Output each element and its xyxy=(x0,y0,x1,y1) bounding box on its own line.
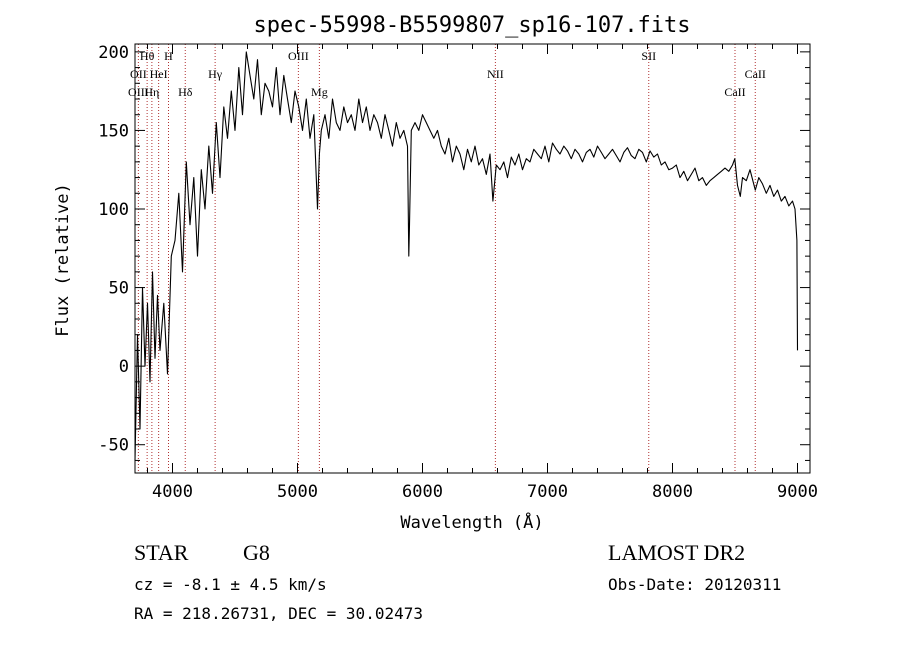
coordinates: RA = 218.26731, DEC = 30.02473 xyxy=(134,604,423,623)
object-class: STAR xyxy=(134,540,189,565)
y-axis-label: Flux (relative) xyxy=(53,183,73,337)
marker-label-1: H xyxy=(164,49,173,63)
observation-date: Obs-Date: 20120311 xyxy=(608,575,782,594)
marker-label-12: CaII xyxy=(724,85,745,99)
marker-label-5: OII xyxy=(130,67,147,81)
y-tick-label-0: -50 xyxy=(98,436,129,456)
marker-label-3: NII xyxy=(487,67,504,81)
x-tick-label-2: 6000 xyxy=(402,482,443,502)
y-tick-label-5: 200 xyxy=(98,43,129,63)
axes: 4000 5000 6000 7000 8000 9000 -50 0 50 100 150 200 xyxy=(98,43,818,502)
marker-label-4: SII xyxy=(641,49,656,63)
marker-label-7: CaII xyxy=(745,67,766,81)
marker-label-2: OIII xyxy=(288,49,309,63)
x-tick-label-4: 8000 xyxy=(652,482,693,502)
x-tick-label-0: 4000 xyxy=(152,482,193,502)
y-tick-label-2: 50 xyxy=(109,279,129,299)
marker-label-0: Hθ xyxy=(140,49,155,63)
x-tick-label-3: 7000 xyxy=(527,482,568,502)
spectrum-line xyxy=(134,51,799,461)
x-tick-label-5: 9000 xyxy=(777,482,818,502)
survey-name: LAMOST DR2 xyxy=(608,540,746,565)
marker-label-8: OIII xyxy=(128,85,149,99)
marker-label-9: Hη xyxy=(144,85,159,99)
x-axis-label: Wavelength (Å) xyxy=(400,511,543,533)
y-tick-label-3: 100 xyxy=(98,200,129,220)
x-tick-label-1: 5000 xyxy=(277,482,318,502)
redshift-velocity: cz = -8.1 ± 4.5 km/s xyxy=(134,575,327,594)
y-tick-label-1: 0 xyxy=(119,357,129,377)
y-tick-label-4: 150 xyxy=(98,121,129,141)
marker-label-11: Mg xyxy=(311,85,328,99)
marker-label-6: HeI xyxy=(150,67,168,81)
marker-label-13: Hγ xyxy=(208,67,223,81)
marker-label-10: Hδ xyxy=(178,85,193,99)
chart-title: spec-55998-B5599807_sp16-107.fits xyxy=(253,13,690,38)
subclass: G8 xyxy=(243,540,270,565)
